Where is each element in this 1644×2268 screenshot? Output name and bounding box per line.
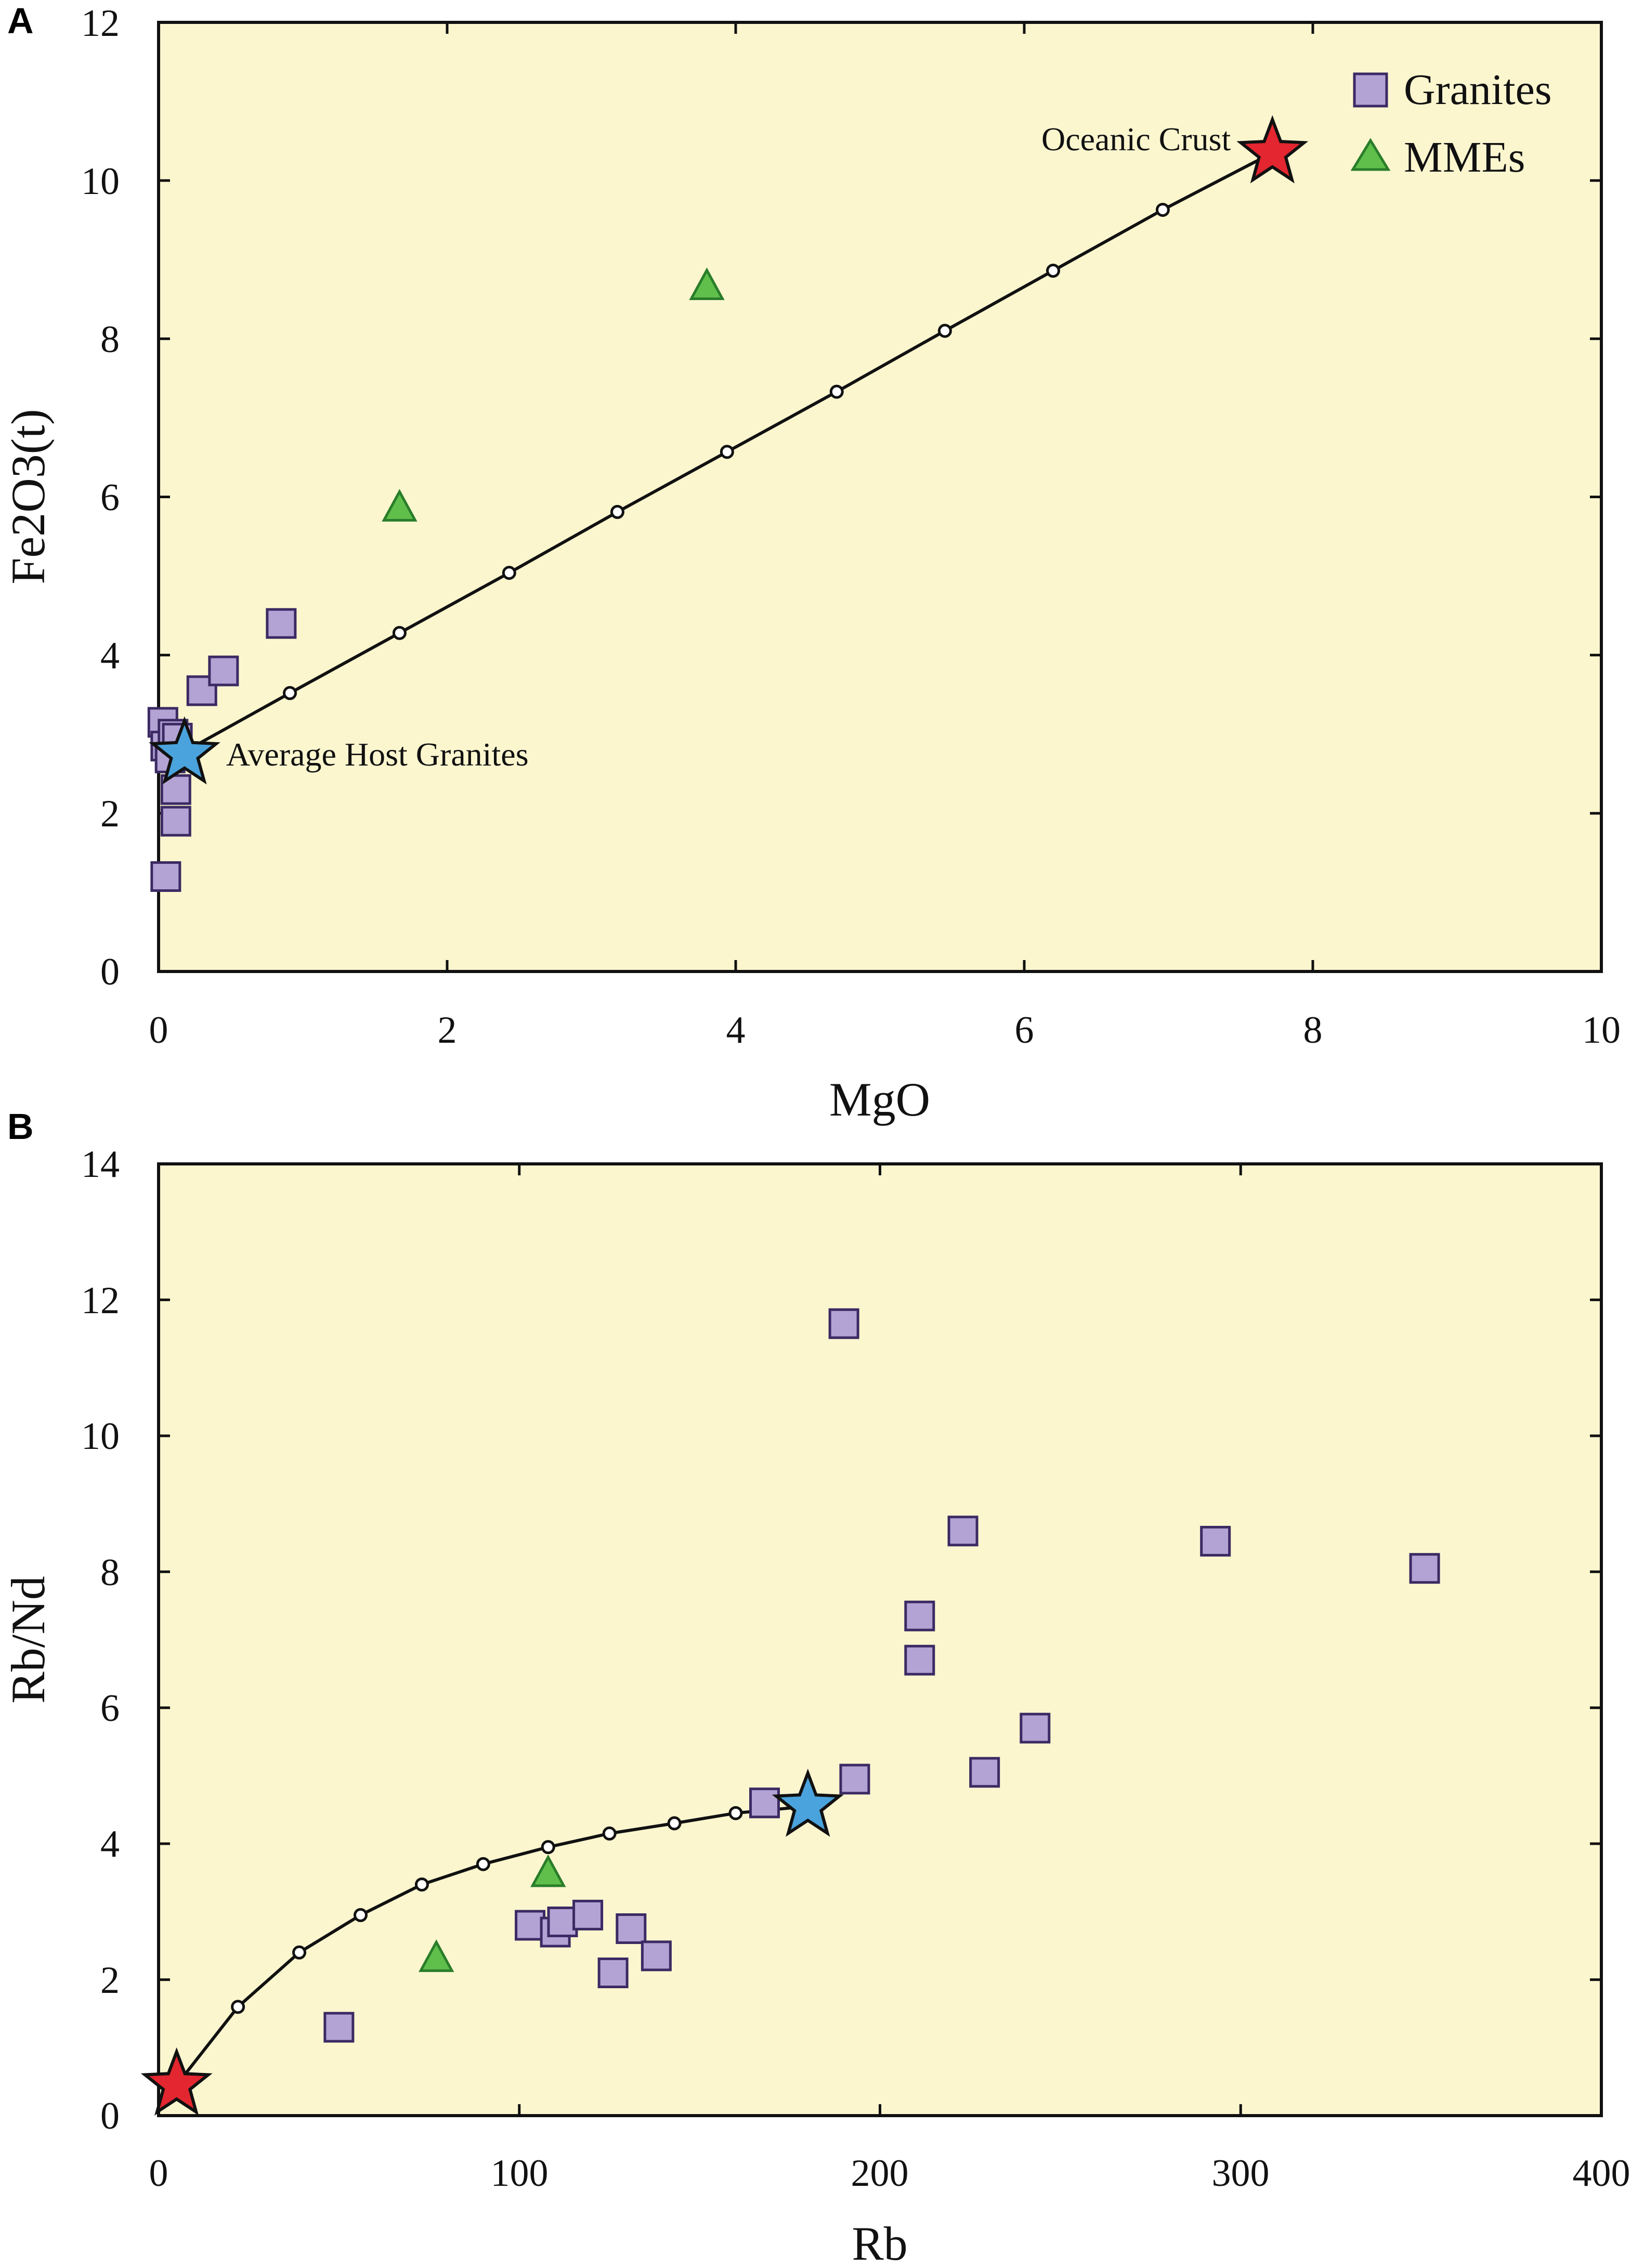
- y-tick-label: 12: [81, 2, 120, 45]
- granite-point: [597, 1958, 629, 1988]
- mme-point: [530, 1854, 566, 1887]
- panel-a-x-axis-title: MgO: [829, 1073, 930, 1126]
- y-tick-label: 14: [81, 1143, 120, 1186]
- mixing-tick-point: [728, 1806, 743, 1820]
- y-tick-label: 10: [81, 1415, 120, 1458]
- granite-point: [1020, 1713, 1051, 1744]
- end-member-star-red: [140, 2047, 213, 2116]
- y-tick-label: 4: [100, 634, 120, 677]
- y-tick-label: 8: [100, 318, 120, 361]
- mixing-tick-point: [231, 2000, 245, 2014]
- y-tick-label: 6: [100, 1687, 120, 1730]
- granite-point: [547, 1906, 578, 1937]
- mixing-tick-point: [602, 1826, 617, 1841]
- y-tick-label: 0: [100, 951, 120, 993]
- granite-point: [323, 2012, 355, 2043]
- y-tick-label: 2: [100, 793, 120, 835]
- granite-point: [947, 1515, 978, 1547]
- y-tick-label: 10: [81, 160, 120, 203]
- mixing-tick-point: [502, 566, 516, 580]
- mixing-tick-point: [476, 1857, 490, 1871]
- legend-label: MMEs: [1404, 133, 1525, 182]
- granite-point: [150, 861, 181, 892]
- end-member-star-blue: [149, 716, 220, 785]
- y-tick-label: 4: [100, 1823, 120, 1865]
- mixing-tick-point: [392, 626, 407, 640]
- panel-a-data-marks: [147, 115, 1309, 892]
- granite-point: [266, 608, 297, 639]
- x-tick-label: 4: [726, 1009, 746, 1052]
- mixing-tick-point: [354, 1908, 368, 1922]
- y-tick-label: 12: [81, 1279, 120, 1322]
- mixing-tick-point: [667, 1816, 682, 1831]
- granite-point: [160, 806, 191, 837]
- legend-triangle-marker: [1350, 138, 1391, 171]
- granite-point: [969, 1757, 1000, 1788]
- panel-a-ticks: [157, 21, 1603, 973]
- granite-point: [208, 655, 239, 686]
- mixing-tick-point: [1155, 202, 1170, 217]
- granite-point: [616, 1913, 647, 1945]
- x-tick-label: 8: [1303, 1009, 1323, 1052]
- panel-b: B 0 100 200 300 400 0 2 4 6 8 10 12 14 R…: [2, 1106, 1630, 2268]
- granite-point: [749, 1787, 780, 1819]
- x-tick-label: 200: [851, 2152, 909, 2195]
- granite-point: [1200, 1525, 1231, 1557]
- granite-point: [904, 1600, 935, 1631]
- end-member-star-red: [1236, 115, 1309, 184]
- panel-b-y-axis-title: Rb/Nd: [2, 1576, 55, 1703]
- x-tick-label: 300: [1212, 2152, 1270, 2195]
- y-tick-label: 6: [100, 476, 120, 519]
- panel-b-plot-area: [157, 1162, 1603, 2117]
- panel-a-y-tick-labels: 0 2 4 6 8 10 12: [81, 2, 120, 993]
- mixing-tick-point: [720, 445, 734, 459]
- granite-point: [828, 1308, 859, 1339]
- mixing-tick-point: [1046, 264, 1060, 278]
- x-tick-label: 100: [491, 2152, 549, 2195]
- mixing-tick-point: [829, 384, 844, 399]
- x-tick-label: 6: [1015, 1009, 1034, 1052]
- x-tick-label: 10: [1582, 1009, 1621, 1052]
- mme-point: [689, 267, 725, 300]
- mme-point: [418, 1939, 454, 1972]
- x-tick-label: 0: [149, 1009, 168, 1052]
- granite-point: [515, 1910, 546, 1941]
- x-tick-label: 2: [438, 1009, 457, 1052]
- end-member-label: Oceanic Crust: [1041, 121, 1231, 158]
- x-tick-label: 0: [149, 2152, 168, 2195]
- panel-b-data-marks: [140, 1308, 1440, 2116]
- x-tick-label: 400: [1573, 2152, 1630, 2195]
- legend-square-marker: [1353, 72, 1388, 108]
- panel-b-mixing-curve-group: [169, 1799, 815, 2092]
- y-tick-label: 0: [100, 2095, 120, 2137]
- granite-point: [839, 1764, 870, 1795]
- mixing-tick-point: [610, 504, 624, 519]
- panel-a-letter: A: [7, 1, 34, 41]
- granite-point: [641, 1940, 672, 1972]
- y-tick-label: 8: [100, 1551, 120, 1594]
- panel-b-x-axis-title: Rb: [852, 2217, 907, 2268]
- granite-point: [572, 1899, 604, 1930]
- end-member-label: Average Host Granites: [226, 736, 529, 773]
- panel-a: A 0 2 4 6 8 10 0 2 4 6 8 10 12 MgO Fe2O3…: [2, 1, 1621, 1126]
- mixing-tick-point: [292, 1945, 307, 1960]
- mixing-tick-point: [937, 323, 952, 338]
- granite-point: [1409, 1553, 1440, 1584]
- panel-b-letter: B: [7, 1106, 34, 1147]
- legend-label: Granites: [1404, 66, 1552, 114]
- y-tick-label: 2: [100, 1959, 120, 2002]
- panel-a-y-axis-title: Fe2O3(t): [2, 409, 55, 584]
- panel-b-x-tick-labels: 0 100 200 300 400: [149, 2152, 1630, 2195]
- panel-b-y-tick-labels: 0 2 4 6 8 10 12 14: [81, 1143, 120, 2137]
- mixing-tick-point: [541, 1840, 555, 1855]
- panel-a-mixing-line-group: [173, 146, 1280, 761]
- mme-point: [382, 489, 417, 522]
- mixing-tick-point: [414, 1877, 429, 1892]
- mixing-tick-point: [283, 686, 297, 701]
- granite-point: [904, 1644, 935, 1676]
- panel-a-legend: Granites MMEs: [1350, 66, 1552, 182]
- end-member-star-blue: [772, 1768, 844, 1837]
- panel-a-x-tick-labels: 0 2 4 6 8 10: [149, 1009, 1621, 1052]
